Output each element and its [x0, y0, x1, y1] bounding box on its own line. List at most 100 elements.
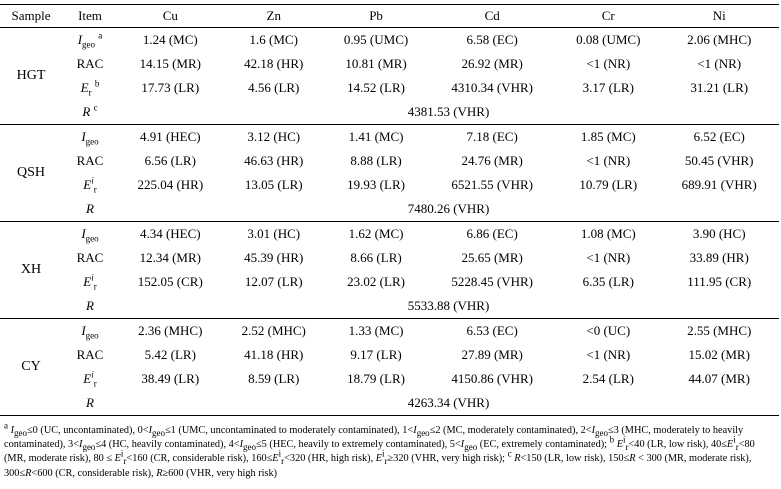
cell-rac-cd: 27.89 (MR) [461, 347, 523, 362]
cell-igeo-ni: 6.52 (EC) [693, 129, 745, 144]
table-row: RAC 12.34 (MR) 45.39 (HR) 8.66 (LR) 25.65 (M… [0, 246, 779, 270]
table-body: HGT Igeo a 1.24 (MC) 1.6 (MC) 0.95 (UMC) 6.58… [0, 27, 779, 416]
cell-rac-cr: <1 (NR) [586, 56, 631, 71]
cell-er-cd: 4150.86 (VHR) [451, 371, 533, 386]
header-sample: Sample [0, 4, 62, 28]
table-row: Eir 38.49 (LR) 8.59 (LR) 18.79 (LR) 4150.86 … [0, 367, 779, 391]
table-row: RAC 6.56 (LR) 46.63 (HR) 8.88 (LR) 24.76 (MR… [0, 149, 779, 173]
cell-igeo-cd: 6.53 (EC) [466, 323, 518, 338]
cell-er-cd: 5228.45 (VHR) [451, 274, 533, 289]
item-label: Igeo [81, 323, 99, 341]
cell-er-zn: 12.07 (LR) [244, 274, 303, 289]
risk-table: Sample Item Cu Zn Pb Cd Cr Ni HGT Igeo a 1… [0, 4, 779, 416]
cell-rac-pb: 8.66 (LR) [350, 250, 402, 265]
cell-rac-cd: 24.76 (MR) [461, 153, 523, 168]
item-label: Igeo a [77, 30, 103, 50]
item-label: Igeo [81, 129, 99, 147]
cell-er-cd: 4310.34 (VHR) [451, 80, 533, 95]
table-row: Eir 225.04 (HR) 13.05 (LR) 19.93 (LR) 6521.5… [0, 173, 779, 197]
cell-er-cu: 38.49 (LR) [141, 371, 200, 386]
cell-er-cr: 3.17 (LR) [582, 80, 634, 95]
cell-rac-pb: 10.81 (MR) [345, 56, 407, 71]
cell-er-cr: 2.54 (LR) [582, 371, 634, 386]
cell-rac-pb: 8.88 (LR) [350, 153, 402, 168]
cell-rac-ni: 15.02 (MR) [688, 347, 750, 362]
header-pb: Pb [324, 4, 428, 28]
item-label: RAC [76, 56, 104, 71]
cell-rac-cr: <1 (NR) [586, 250, 631, 265]
cell-er-pb: 19.93 (LR) [347, 177, 405, 192]
item-label: Igeo [81, 226, 99, 244]
cell-igeo-pb: 0.95 (UMC) [343, 32, 409, 47]
cell-er-pb: 14.52 (LR) [347, 80, 405, 95]
cell-igeo-cd: 6.58 (EC) [466, 32, 518, 47]
table-row: R 7480.26 (VHR) [0, 197, 779, 222]
cell-r-total: 7480.26 (VHR) [118, 197, 779, 222]
header-cd: Cd [427, 4, 558, 28]
cell-igeo-cr: 0.08 (UMC) [576, 32, 641, 47]
cell-r-total: 5533.88 (VHR) [118, 294, 779, 319]
cell-er-pb: 23.02 (LR) [347, 274, 405, 289]
item-label: RAC [76, 347, 104, 362]
cell-igeo-cu: 2.36 (MHC) [138, 323, 203, 338]
table-row: RAC 5.42 (LR) 41.18 (HR) 9.17 (LR) 27.89 (MR… [0, 343, 779, 367]
cell-er-zn: 8.59 (LR) [248, 371, 300, 386]
cell-er-cd: 6521.55 (VHR) [451, 177, 533, 192]
table-row: QSH Igeo 4.91 (HEC) 3.12 (HC) 1.41 (MC) 7.18 … [0, 124, 779, 222]
cell-rac-ni: 50.45 (VHR) [684, 153, 754, 168]
cell-igeo-cd: 7.18 (EC) [466, 129, 518, 144]
cell-rac-cr: <1 (NR) [586, 347, 631, 362]
cell-rac-cu: 5.42 (LR) [144, 347, 196, 362]
cell-rac-ni: <1 (NR) [697, 56, 742, 71]
table-row: Eir 152.05 (CR) 12.07 (LR) 23.02 (LR) 5228.4… [0, 270, 779, 294]
item-label: Eir [83, 175, 97, 195]
item-label: RAC [76, 153, 104, 168]
sample-name: HGT [0, 27, 62, 125]
table-footnotes: a Igeo≤0 (UC, uncontaminated), 0<Igeo≤1 … [4, 420, 755, 479]
cell-igeo-pb: 1.41 (MC) [348, 129, 404, 144]
cell-er-cu: 152.05 (CR) [137, 274, 203, 289]
cell-igeo-cu: 4.91 (HEC) [139, 129, 201, 144]
item-label: Eir [83, 369, 97, 389]
cell-er-pb: 18.79 (LR) [347, 371, 405, 386]
cell-igeo-zn: 3.12 (HC) [247, 129, 301, 144]
cell-er-ni: 44.07 (MR) [688, 371, 750, 386]
table-row: HGT Igeo a 1.24 (MC) 1.6 (MC) 0.95 (UMC) 6.58… [0, 27, 779, 125]
cell-igeo-cr: 1.08 (MC) [580, 226, 636, 241]
cell-er-cr: 6.35 (LR) [582, 274, 634, 289]
table-row: RAC 14.15 (MR) 42.18 (HR) 10.81 (MR) 26.92 (… [0, 52, 779, 76]
sample-name: CY [0, 318, 62, 416]
header-ni: Ni [659, 4, 779, 28]
item-label: RAC [76, 250, 104, 265]
cell-igeo-zn: 3.01 (HC) [247, 226, 301, 241]
cell-rac-zn: 46.63 (HR) [244, 153, 304, 168]
cell-igeo-pb: 1.62 (MC) [348, 226, 404, 241]
header-item: Item [62, 4, 118, 28]
cell-igeo-zn: 2.52 (MHC) [241, 323, 306, 338]
sample-name: XH [0, 221, 62, 319]
item-label: R [62, 391, 118, 416]
cell-er-cu: 225.04 (HR) [137, 177, 204, 192]
cell-igeo-cu: 1.24 (MC) [142, 32, 198, 47]
cell-er-zn: 13.05 (LR) [244, 177, 303, 192]
table-row: R c 4381.53 (VHR) [0, 100, 779, 125]
cell-igeo-cd: 6.86 (EC) [466, 226, 518, 241]
table-row: R 4263.34 (VHR) [0, 391, 779, 416]
cell-igeo-ni: 2.06 (MHC) [687, 32, 752, 47]
cell-rac-pb: 9.17 (LR) [350, 347, 402, 362]
cell-rac-zn: 42.18 (HR) [244, 56, 304, 71]
cell-rac-zn: 45.39 (HR) [244, 250, 304, 265]
cell-rac-zn: 41.18 (HR) [244, 347, 304, 362]
cell-er-zn: 4.56 (LR) [248, 80, 300, 95]
cell-er-ni: 689.91 (VHR) [681, 177, 757, 192]
cell-rac-cu: 12.34 (MR) [139, 250, 201, 265]
item-label: Er b [80, 78, 100, 98]
cell-r-total: 4381.53 (VHR) [118, 100, 779, 125]
cell-r-total: 4263.34 (VHR) [118, 391, 779, 416]
table-row: CY Igeo 2.36 (MHC) 2.52 (MHC) 1.33 (MC) 6.53 … [0, 318, 779, 416]
cell-igeo-cr: 1.85 (MC) [580, 129, 636, 144]
cell-er-ni: 31.21 (LR) [690, 80, 749, 95]
table-row: R 5533.88 (VHR) [0, 294, 779, 319]
cell-rac-ni: 33.89 (HR) [689, 250, 749, 265]
